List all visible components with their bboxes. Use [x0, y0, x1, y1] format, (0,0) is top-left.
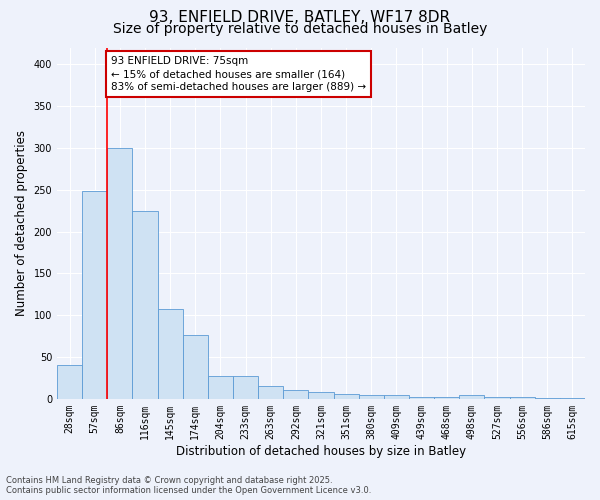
Bar: [359, 396, 384, 399]
Bar: [82, 192, 107, 399]
Bar: [560, 398, 585, 399]
Bar: [133, 212, 158, 399]
Bar: [459, 396, 484, 399]
Bar: [334, 394, 359, 399]
Text: 93, ENFIELD DRIVE, BATLEY, WF17 8DR: 93, ENFIELD DRIVE, BATLEY, WF17 8DR: [149, 10, 451, 25]
Text: Size of property relative to detached houses in Batley: Size of property relative to detached ho…: [113, 22, 487, 36]
Bar: [308, 392, 334, 399]
Bar: [384, 396, 409, 399]
Bar: [535, 398, 560, 399]
Bar: [258, 386, 283, 399]
Bar: [233, 376, 258, 399]
X-axis label: Distribution of detached houses by size in Batley: Distribution of detached houses by size …: [176, 444, 466, 458]
Y-axis label: Number of detached properties: Number of detached properties: [15, 130, 28, 316]
Bar: [434, 397, 459, 399]
Bar: [208, 376, 233, 399]
Text: 93 ENFIELD DRIVE: 75sqm
← 15% of detached houses are smaller (164)
83% of semi-d: 93 ENFIELD DRIVE: 75sqm ← 15% of detache…: [111, 56, 366, 92]
Bar: [158, 310, 183, 399]
Bar: [509, 397, 535, 399]
Text: Contains HM Land Registry data © Crown copyright and database right 2025.
Contai: Contains HM Land Registry data © Crown c…: [6, 476, 371, 495]
Bar: [57, 366, 82, 399]
Bar: [409, 397, 434, 399]
Bar: [484, 397, 509, 399]
Bar: [283, 390, 308, 399]
Bar: [183, 336, 208, 399]
Bar: [107, 148, 133, 399]
